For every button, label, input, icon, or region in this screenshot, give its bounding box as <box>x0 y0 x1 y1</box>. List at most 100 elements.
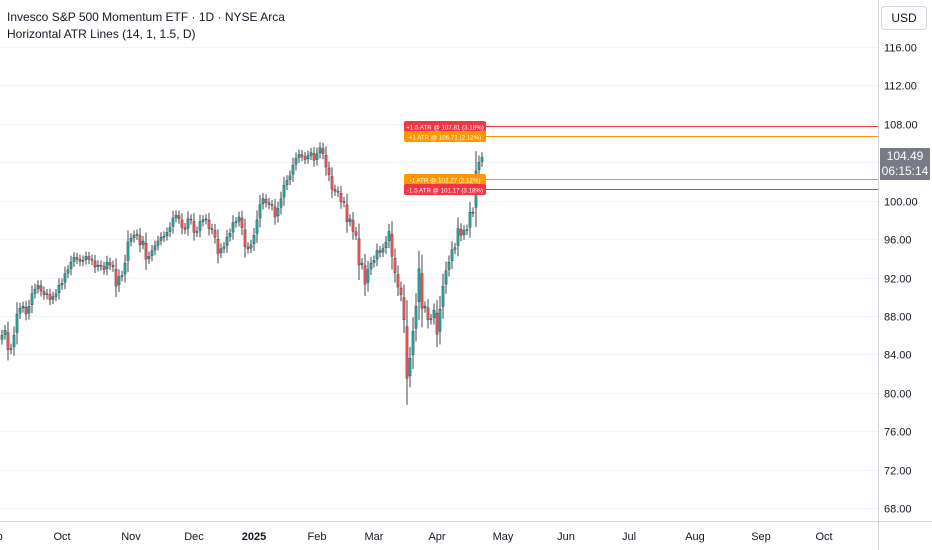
candle <box>210 223 214 235</box>
x-tick-label: Apr <box>428 531 445 543</box>
candle <box>72 252 76 267</box>
y-tick-label: 92.00 <box>884 274 912 286</box>
candle <box>444 261 448 294</box>
candle <box>258 195 262 228</box>
candle <box>390 221 394 270</box>
candle <box>123 254 127 283</box>
candle <box>387 223 391 249</box>
time-scale[interactable]: Sep Oct Nov Dec 2025 Feb Mar Apr May Jun Jul Aug Sep… <box>0 531 833 543</box>
candle <box>240 210 244 236</box>
candle <box>213 223 217 244</box>
x-tick-label: Jul <box>622 531 636 543</box>
candle <box>48 288 52 306</box>
candle <box>366 260 370 292</box>
candle <box>156 235 160 251</box>
atr-label-text: -1.5 ATR @ 101.17 (3.18%) <box>407 187 483 194</box>
candle <box>351 212 355 240</box>
candle <box>141 236 145 250</box>
atr-lines <box>412 126 878 190</box>
candle <box>63 266 67 290</box>
y-tick-label: 80.00 <box>884 389 912 401</box>
candle <box>177 210 181 224</box>
candle <box>339 186 343 209</box>
candle <box>447 255 451 277</box>
candle <box>279 191 283 215</box>
candle <box>402 284 406 334</box>
grid-layer <box>0 47 878 509</box>
candle <box>153 240 157 256</box>
atr-label-text: -1 ATR @ 102.27 (2.12%) <box>410 177 481 184</box>
candle <box>102 261 106 275</box>
price-scale[interactable]: 68.00 72.00 76.00 80.00 84.00 88.00 92.00 96.00… <box>884 43 918 516</box>
candle <box>6 321 10 361</box>
x-tick-label: Dec <box>184 531 204 543</box>
candle <box>453 242 457 255</box>
candle <box>405 300 409 405</box>
candle <box>99 260 103 271</box>
candle <box>438 295 442 345</box>
candle <box>24 300 28 321</box>
candle <box>231 215 235 240</box>
candle <box>207 212 211 236</box>
candle <box>18 302 22 319</box>
y-tick-label: 108.00 <box>884 120 918 132</box>
candle <box>375 243 379 267</box>
x-tick-label: Sep <box>751 531 771 543</box>
candle <box>309 147 313 160</box>
currency-button[interactable]: USD <box>881 6 927 30</box>
candle <box>471 207 475 217</box>
candle <box>378 246 382 258</box>
candle <box>456 217 460 257</box>
candle <box>360 258 364 270</box>
candle <box>117 269 121 293</box>
candle <box>291 157 295 182</box>
candle <box>201 215 205 227</box>
candle <box>30 285 34 314</box>
x-tick-label: Oct <box>815 531 832 543</box>
candle <box>9 343 13 355</box>
candle <box>60 278 64 290</box>
candle <box>345 193 349 233</box>
candle <box>477 155 481 177</box>
candle <box>432 303 436 325</box>
candle <box>255 210 259 243</box>
candle <box>252 228 256 251</box>
candle <box>204 214 208 225</box>
x-tick-label: 2025 <box>242 531 266 543</box>
candle <box>81 255 85 266</box>
y-tick-label: 116.00 <box>884 43 917 55</box>
y-tick-label: 96.00 <box>884 235 912 247</box>
x-tick-label: Jun <box>557 531 575 543</box>
candle <box>39 280 43 297</box>
chart-title: Invesco S&P 500 Momentum ETF · 1D · NYSE… <box>7 10 285 24</box>
candle <box>282 176 286 206</box>
candle <box>270 199 274 211</box>
candle <box>234 216 238 228</box>
candle <box>318 142 322 159</box>
candle <box>189 214 193 225</box>
candle <box>135 229 139 240</box>
y-tick-label: 72.00 <box>884 466 912 478</box>
x-tick-label: May <box>493 531 514 543</box>
candle <box>66 264 70 279</box>
candle <box>111 260 115 272</box>
candle <box>267 198 271 210</box>
candle <box>411 317 415 369</box>
bar-countdown: 06:15:14 <box>881 164 929 178</box>
candle <box>429 313 433 325</box>
candle <box>396 265 400 297</box>
candle <box>312 147 316 167</box>
candle <box>243 218 247 258</box>
candle <box>126 230 130 273</box>
candle <box>468 201 472 238</box>
candle <box>369 257 373 276</box>
candle <box>459 223 463 242</box>
atr-label-box <box>404 131 486 142</box>
candle <box>381 243 385 257</box>
candle <box>294 152 298 171</box>
indicator-legend[interactable]: Horizontal ATR Lines (14, 1, 1.5, D) <box>7 27 196 41</box>
candle <box>336 186 340 197</box>
candle <box>36 280 40 294</box>
